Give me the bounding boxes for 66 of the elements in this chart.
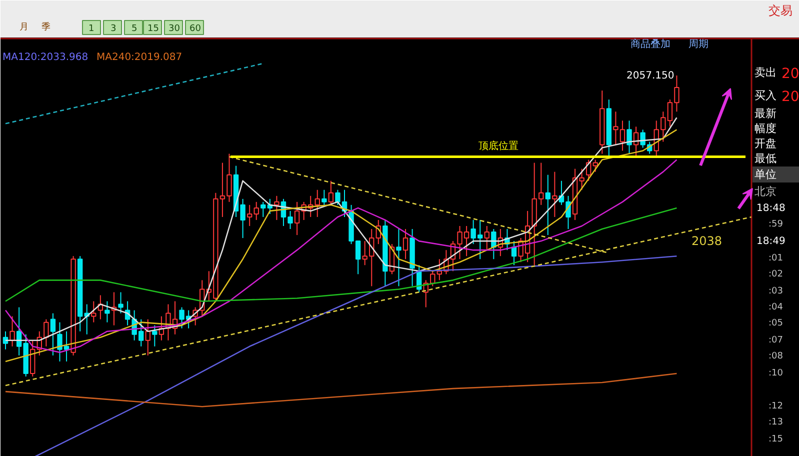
text: 周期 (688, 38, 708, 50)
candlestick (626, 120, 632, 154)
candlestick (10, 316, 15, 347)
annotation: 2038 (692, 234, 722, 248)
candlestick (491, 228, 496, 260)
text: 1 (88, 24, 94, 34)
text: :13 (768, 418, 783, 428)
text: MA120:2033.968 (2, 52, 88, 63)
text: :02 (768, 270, 783, 280)
candlestick (355, 240, 361, 275)
text: 季 (42, 22, 50, 32)
text: 20 (782, 89, 799, 105)
text: :03 (768, 286, 783, 296)
annotation: 卖出 (754, 66, 776, 79)
text: 18:49 (756, 236, 786, 247)
text: :59 (768, 220, 784, 230)
candlestick (620, 120, 626, 152)
candlestick (104, 300, 110, 323)
annotation: 开盘 (754, 137, 776, 150)
text: 3 (110, 24, 116, 34)
candlestick (552, 171, 558, 218)
text: 60 (190, 24, 202, 34)
text: :07 (768, 336, 783, 346)
text: 20 (782, 66, 799, 82)
annotation: 2057.150 (626, 70, 674, 82)
text: :04 (768, 302, 784, 312)
text: :01 (768, 254, 783, 264)
text: 18:48 (756, 203, 786, 214)
text: :08 (768, 352, 784, 362)
candlestick (91, 300, 96, 323)
text: MA240:2019.087 (96, 52, 182, 63)
candlestick (674, 75, 680, 112)
text: 5 (132, 24, 138, 34)
candlestick (145, 318, 150, 356)
candlestick (314, 189, 320, 218)
text: :05 (768, 318, 783, 328)
candlestick (152, 324, 158, 347)
text: :12 (768, 402, 783, 412)
candlestick (50, 312, 56, 356)
candlestick (328, 180, 334, 206)
annotation: 单位 (754, 168, 776, 181)
candlestick (592, 159, 598, 172)
text: 交易 (768, 4, 792, 18)
candlestick (246, 204, 252, 226)
text: :10 (768, 368, 784, 378)
text: 月 (20, 22, 28, 32)
candlestick (274, 195, 280, 220)
annotation: 幅度 (754, 122, 776, 135)
candlestick (613, 111, 618, 146)
candlestick (484, 226, 490, 251)
annotation: 最新 (754, 107, 776, 120)
candlestick (254, 201, 259, 220)
text: 15 (148, 24, 159, 34)
candlestick (396, 228, 402, 287)
annotation: 北京 (754, 185, 776, 198)
text: :15 (768, 434, 783, 444)
candlestick (402, 228, 408, 260)
candlestick (260, 201, 266, 218)
text: 30 (168, 24, 180, 34)
ref-line-label: 顶底位置 (478, 140, 518, 152)
candlestick (322, 189, 327, 206)
candlestick (118, 292, 124, 314)
candlestick (545, 174, 550, 236)
annotation: 最低 (754, 152, 776, 165)
text: 商品叠加 (630, 38, 670, 50)
annotation: 买入 (754, 89, 776, 102)
